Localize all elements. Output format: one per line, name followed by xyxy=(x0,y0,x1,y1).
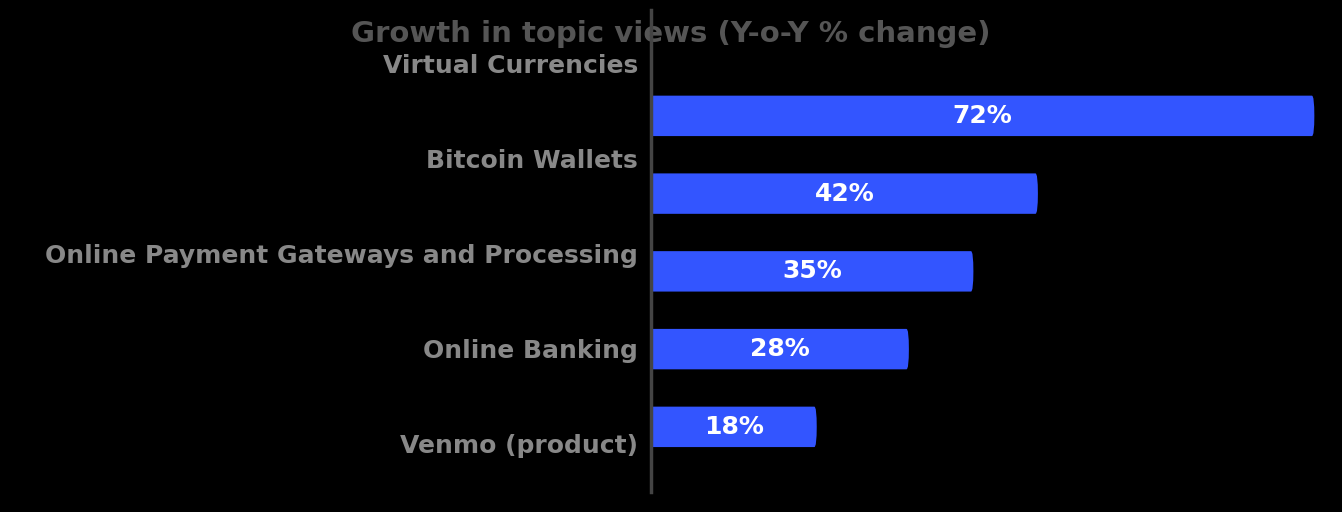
Text: Virtual Currencies: Virtual Currencies xyxy=(382,54,637,78)
Text: Venmo (product): Venmo (product) xyxy=(400,434,637,458)
Text: Growth in topic views (Y-o-Y % change): Growth in topic views (Y-o-Y % change) xyxy=(352,20,990,49)
Text: Bitcoin Wallets: Bitcoin Wallets xyxy=(427,149,637,173)
Text: Online Payment Gateways and Processing: Online Payment Gateways and Processing xyxy=(46,244,637,268)
Text: 72%: 72% xyxy=(953,104,1012,128)
FancyBboxPatch shape xyxy=(651,251,973,291)
FancyBboxPatch shape xyxy=(651,174,1037,214)
Text: Online Banking: Online Banking xyxy=(423,339,637,363)
Text: 42%: 42% xyxy=(815,182,874,206)
FancyBboxPatch shape xyxy=(651,96,1314,136)
Text: 35%: 35% xyxy=(782,260,841,283)
FancyBboxPatch shape xyxy=(651,329,909,369)
Text: 28%: 28% xyxy=(750,337,809,361)
FancyBboxPatch shape xyxy=(651,407,817,447)
Text: 18%: 18% xyxy=(703,415,764,439)
